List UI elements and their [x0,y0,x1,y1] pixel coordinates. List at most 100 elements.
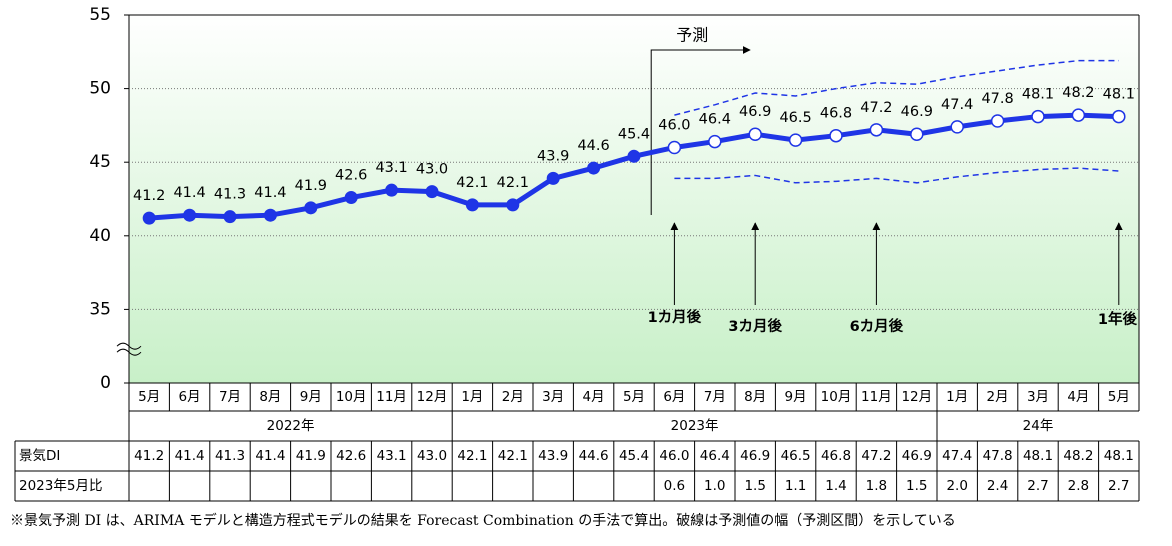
data-label: 48.1 [1022,87,1054,103]
x-tick-label: 8月 [259,389,281,405]
x-tick-label: 4月 [583,389,605,405]
data-label: 44.6 [577,138,609,154]
y-tick-label: 55 [89,5,111,25]
point [344,191,358,205]
x-tick-label: 10月 [821,389,852,405]
table-cell: 42.1 [457,448,487,464]
point [506,198,520,212]
table-cell: 41.2 [134,448,164,464]
x-tick-label: 7月 [219,389,241,405]
data-label: 48.2 [1062,85,1094,101]
y-tick-label: 0 [100,373,111,393]
x-tick-label: 3月 [542,389,564,405]
data-label: 41.4 [254,185,286,201]
table-cell: 46.9 [902,448,932,464]
table-cell: 44.6 [579,448,609,464]
row-header: 景気DI [19,448,60,464]
x-tick-label: 7月 [704,389,726,405]
table-cell: 0.6 [664,478,685,494]
table-cell: 1.5 [906,478,927,494]
point [829,128,843,143]
x-tick-label: 1月 [946,389,968,405]
point [1112,109,1126,124]
data-label: 48.1 [1103,87,1135,103]
table-cell: 41.4 [175,448,205,464]
x-tick-label: 5月 [1108,389,1130,405]
data-label: 47.8 [981,91,1013,107]
y-tick-label: 50 [89,79,111,99]
y-tick-label: 40 [89,226,111,246]
data-label: 46.9 [739,104,771,120]
point [990,114,1005,128]
point [788,133,803,147]
data-label: 46.4 [699,112,731,128]
point [910,127,924,141]
x-tick-label: 11月 [861,389,892,405]
table-cell: 1.4 [825,478,846,494]
table-cell: 1.8 [866,478,887,494]
x-tick-label: 8月 [744,389,766,405]
data-label: 46.0 [658,117,690,133]
data-label: 42.1 [497,175,529,191]
point [748,127,762,141]
x-tick-label: 2月 [987,389,1009,405]
point [587,161,601,175]
x-tick-label: 4月 [1067,389,1089,405]
table-cell: 48.2 [1063,448,1093,464]
point [708,134,722,149]
point [425,185,439,199]
data-label: 43.0 [416,162,448,178]
table-cell: 46.5 [781,448,811,464]
data-label: 43.1 [375,160,407,176]
table-cell: 2.7 [1027,478,1048,494]
data-label: 42.1 [456,175,488,191]
y-tick-label: 45 [89,152,111,172]
x-tick-label: 12月 [901,389,932,405]
data-label: 47.4 [941,97,973,113]
point [142,211,156,225]
horizon-label: 1カ月後 [648,308,702,326]
x-tick-label: 6月 [179,389,201,405]
table-cell: 43.0 [417,448,447,464]
x-tick-label: 6月 [663,389,685,405]
table-cell: 43.1 [377,448,407,464]
x-tick-label: 9月 [300,389,322,405]
forecast-label: 予測 [676,26,708,45]
y-tick-label: 35 [89,299,111,319]
point [385,183,399,197]
point [304,201,318,215]
data-label: 42.6 [335,168,367,184]
table-cell: 2.4 [987,478,1008,494]
point [263,208,277,222]
data-label: 46.8 [820,106,852,122]
x-tick-label: 1月 [461,389,483,405]
table-cell: 1.1 [785,478,806,494]
point [465,198,479,212]
point [223,210,237,224]
plot-background [129,15,1139,383]
table-cell: 46.0 [659,448,689,464]
table-cell: 47.4 [942,448,972,464]
table-cell: 2.7 [1108,478,1129,494]
data-table: 5月 6月 7月 8月 9月 10月 11月 12月 1月 2月 3月 4月 5月 6月 7月 8月 9月 10月… [14,382,1140,502]
table-cell: 41.3 [215,448,245,464]
footnote: ※景気予測 DI は、ARIMA モデルと構造方程式モデルの結果を Foreca… [10,512,956,529]
table-cell: 46.9 [740,448,770,464]
data-label: 46.9 [901,104,933,120]
point [183,208,197,222]
table-cell: 1.5 [744,478,765,494]
x-tick-label: 11月 [376,389,407,405]
table-cell: 42.6 [336,448,366,464]
point [950,120,964,134]
horizon-label: 3カ月後 [728,317,782,335]
table-cell: 46.4 [700,448,730,464]
horizon-label: 1年後 [1098,310,1138,328]
data-label: 41.9 [295,178,327,194]
data-label: 45.4 [618,126,650,142]
point [627,149,641,163]
row-header: 2023年5月比 [19,478,102,494]
year-label: 24年 [1023,418,1054,434]
table-cell: 41.9 [296,448,326,464]
data-label: 41.2 [133,188,165,204]
